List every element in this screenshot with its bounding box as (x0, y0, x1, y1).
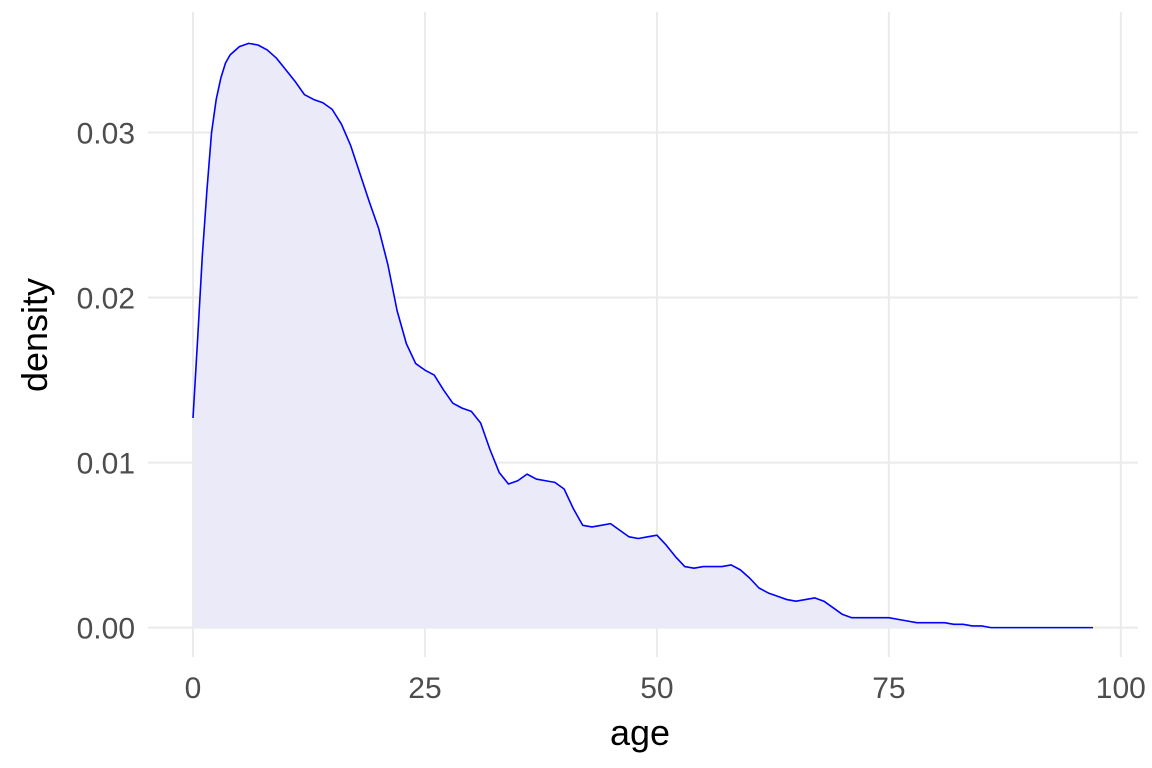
y-tick-label-3: 0.03 (77, 117, 135, 150)
x-axis-title: age (610, 712, 670, 753)
x-tick-label-4: 100 (1096, 672, 1146, 705)
x-tick-label-2: 50 (640, 672, 673, 705)
x-tick-label-3: 75 (872, 672, 905, 705)
x-tick-label-0: 0 (185, 672, 202, 705)
y-tick-label-0: 0.00 (77, 613, 135, 646)
x-axis-tick-labels: 0 25 50 75 100 (185, 672, 1146, 705)
density-plot (192, 42, 1093, 629)
x-tick-label-1: 25 (408, 672, 441, 705)
y-tick-label-2: 0.02 (77, 283, 135, 316)
density-line (192, 42, 1093, 629)
y-axis-title: density (14, 278, 55, 392)
density-area (193, 43, 1093, 628)
y-axis-tick-labels: 0.00 0.01 0.02 0.03 (77, 117, 135, 645)
y-tick-label-1: 0.01 (77, 448, 135, 481)
